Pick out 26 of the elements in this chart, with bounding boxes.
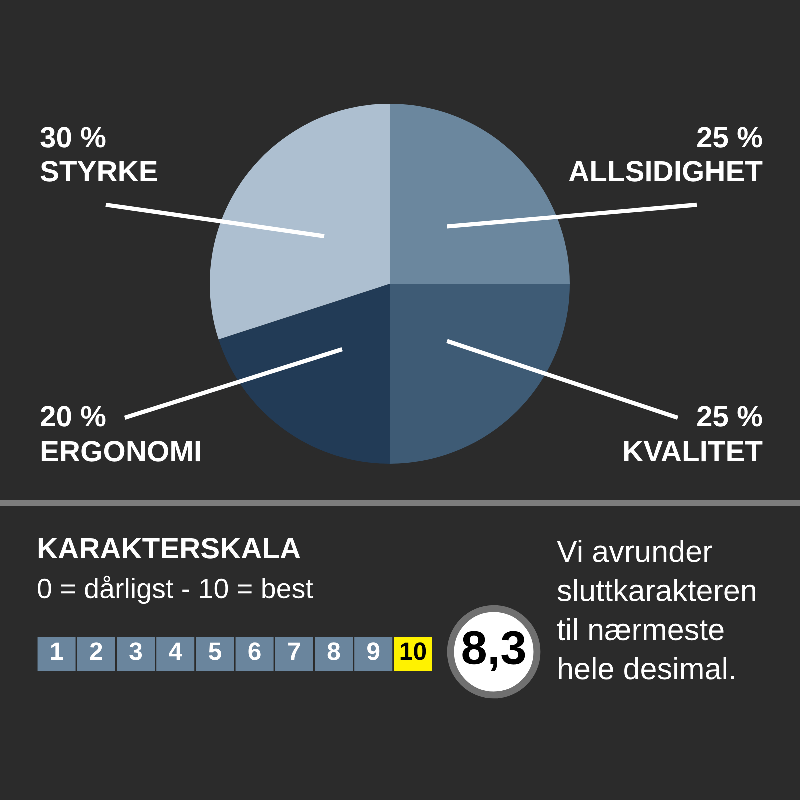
data-label: 25 %: [698, 406, 762, 427]
pie-slice: [390, 104, 570, 284]
slice-label: ALLSIDIGHET: [569, 161, 763, 182]
text: 8,3: [462, 631, 526, 672]
x-tick-label: 2: [90, 642, 102, 660]
data-label: 25 %: [698, 127, 762, 148]
pie-slice: [210, 104, 390, 340]
slice-label: ERGONOMI: [42, 441, 200, 462]
x-tick-label: 3: [130, 642, 142, 660]
x-tick-label: 1: [51, 642, 64, 660]
x-tick-label: 10: [400, 642, 426, 660]
x-tick-label: 7: [288, 642, 300, 660]
text: Vi avrunder sluttkarakteren til nærmeste hele desimal.: [557, 540, 756, 680]
x-tick-label: 4: [169, 642, 182, 660]
data-label: 20 %: [41, 406, 106, 427]
x-tick-label: 8: [328, 642, 340, 660]
data-label: 30 %: [40, 127, 106, 148]
x-tick-label: 9: [368, 642, 380, 660]
x-tick-label: 6: [248, 642, 261, 660]
chart-subtitle: 0 = dårligst - 10 = best: [38, 576, 314, 604]
chart-title: KARAKTERSKALA: [38, 538, 300, 559]
slice-label: KVALITET: [624, 441, 763, 462]
x-tick-label: 5: [209, 642, 222, 660]
slice-label: STYRKE: [40, 161, 158, 182]
pie-slice: [390, 284, 570, 464]
pie-slice: [218, 284, 390, 464]
